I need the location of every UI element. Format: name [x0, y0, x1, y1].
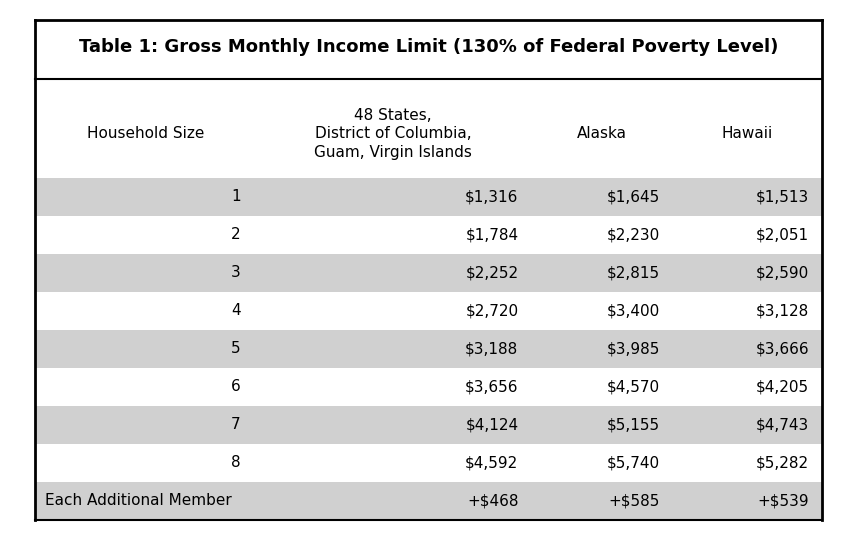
Text: +$468: +$468: [467, 493, 518, 508]
Text: $1,316: $1,316: [465, 189, 518, 204]
Text: $2,230: $2,230: [607, 227, 660, 242]
Bar: [35, 216, 822, 253]
Text: $5,282: $5,282: [756, 455, 809, 470]
Text: 6: 6: [231, 379, 241, 394]
Bar: [35, 178, 822, 216]
Text: Household Size: Household Size: [87, 126, 204, 141]
Text: 1: 1: [231, 189, 241, 204]
Text: $3,656: $3,656: [465, 379, 518, 394]
Text: Alaska: Alaska: [577, 126, 626, 141]
Text: +$539: +$539: [758, 493, 809, 508]
Text: $2,252: $2,252: [465, 265, 518, 280]
Text: $5,155: $5,155: [607, 417, 660, 432]
Text: $5,740: $5,740: [607, 455, 660, 470]
Text: $1,513: $1,513: [756, 189, 809, 204]
Text: $3,188: $3,188: [465, 341, 518, 356]
Bar: [35, 330, 822, 368]
Text: $3,985: $3,985: [607, 341, 660, 356]
Bar: [35, 482, 822, 520]
Bar: [35, 253, 822, 292]
Text: $1,645: $1,645: [607, 189, 660, 204]
Text: +$585: +$585: [608, 493, 660, 508]
Text: $4,205: $4,205: [756, 379, 809, 394]
Bar: [35, 405, 822, 444]
Text: 8: 8: [231, 455, 241, 470]
Text: $3,128: $3,128: [756, 303, 809, 318]
Text: 5: 5: [231, 341, 241, 356]
Text: Table 1: Gross Monthly Income Limit (130% of Federal Poverty Level): Table 1: Gross Monthly Income Limit (130…: [79, 38, 778, 56]
Text: $4,592: $4,592: [465, 455, 518, 470]
Text: 2: 2: [231, 227, 241, 242]
Text: $4,124: $4,124: [465, 417, 518, 432]
Text: $3,666: $3,666: [756, 341, 809, 356]
Bar: [35, 368, 822, 405]
Bar: [35, 292, 822, 330]
Text: 7: 7: [231, 417, 241, 432]
Text: $1,784: $1,784: [465, 227, 518, 242]
Text: 48 States,
District of Columbia,
Guam, Virgin Islands: 48 States, District of Columbia, Guam, V…: [315, 107, 472, 159]
Text: $4,570: $4,570: [607, 379, 660, 394]
Bar: [35, 444, 822, 482]
Bar: [35, 79, 822, 178]
Text: $3,400: $3,400: [607, 303, 660, 318]
Text: $2,590: $2,590: [756, 265, 809, 280]
Bar: [35, 20, 822, 79]
Text: $2,051: $2,051: [756, 227, 809, 242]
Text: Each Additional Member: Each Additional Member: [45, 493, 232, 508]
Text: $2,720: $2,720: [465, 303, 518, 318]
Text: $2,815: $2,815: [607, 265, 660, 280]
Text: Hawaii: Hawaii: [722, 126, 772, 141]
Text: 4: 4: [231, 303, 241, 318]
Text: 3: 3: [231, 265, 241, 280]
Text: $4,743: $4,743: [756, 417, 809, 432]
